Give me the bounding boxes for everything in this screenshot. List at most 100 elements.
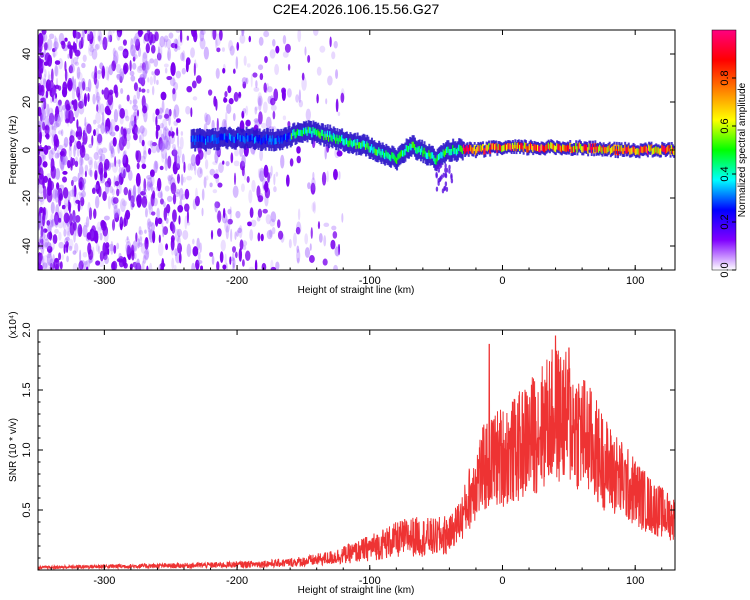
noise-speck [149, 175, 155, 187]
noise-speck [145, 246, 149, 261]
spike-speck [450, 173, 453, 179]
noise-speck [262, 208, 268, 214]
band-core [233, 136, 236, 144]
band-core [658, 148, 661, 155]
noise-speck [97, 30, 102, 41]
band-core [430, 152, 433, 159]
spike-speck [444, 181, 448, 187]
band-core [379, 149, 382, 156]
noise-speck [76, 148, 80, 157]
band-core [603, 147, 606, 154]
noise-speck [85, 216, 90, 228]
noise-speck [73, 57, 78, 65]
band-core [466, 145, 469, 152]
band-core [225, 135, 228, 142]
noise-speck [196, 237, 200, 251]
noise-speck [254, 259, 258, 270]
noise-speck [119, 68, 125, 81]
noise-speck [104, 126, 110, 135]
band-core [559, 145, 562, 152]
noise-speck [119, 216, 124, 231]
noise-speck [72, 176, 78, 183]
noise-speck [164, 126, 168, 132]
band-core [640, 146, 643, 153]
noise-speck [173, 108, 177, 120]
noise-speck [227, 85, 232, 94]
noise-speck [54, 46, 58, 52]
noise-speck [119, 129, 125, 143]
band-core [263, 135, 266, 142]
band-core [326, 130, 329, 137]
noise-speck [336, 150, 343, 157]
noise-speck [168, 32, 174, 39]
band-core [546, 143, 549, 150]
noise-speck [129, 99, 132, 105]
band-core [212, 134, 215, 141]
noise-speck [95, 43, 101, 50]
band-core [636, 148, 639, 155]
noise-speck [146, 181, 152, 191]
noise-speck [162, 225, 165, 238]
noise-speck [128, 120, 135, 131]
noise-speck [85, 266, 89, 270]
noise-speck [287, 121, 291, 128]
noise-speck [274, 63, 280, 76]
spectrogram-y-axis: -40 -20 0 20 40 [21, 29, 675, 271]
noise-speck [165, 140, 171, 151]
band-core [528, 144, 531, 151]
noise-speck [180, 52, 185, 62]
band-core [446, 146, 449, 154]
noise-speck [75, 31, 81, 40]
figure-title: C2E4.2026.106.15.56.G27 [273, 1, 440, 17]
noise-speck [47, 54, 53, 67]
noise-speck [55, 168, 61, 180]
noise-speck [248, 35, 252, 43]
noise-speck [211, 119, 215, 131]
band-core [292, 129, 295, 137]
noise-speck [312, 30, 319, 36]
noise-speck [117, 143, 121, 154]
band-core [566, 144, 569, 151]
band-core [442, 149, 445, 156]
band-core [423, 147, 426, 154]
band-core [434, 157, 437, 164]
y-tick-label: 1.0 [21, 442, 33, 457]
band-core [306, 129, 309, 136]
noise-speck [58, 241, 64, 249]
noise-speck [91, 135, 94, 146]
band-core [433, 155, 436, 162]
band-core [209, 136, 212, 143]
noise-speck [153, 58, 159, 68]
noise-speck [84, 116, 87, 128]
noise-speck [293, 232, 297, 247]
noise-speck [120, 88, 124, 94]
band-core [321, 129, 324, 137]
noise-speck [151, 190, 156, 200]
band-core [380, 151, 383, 158]
noise-speck [122, 48, 129, 59]
noise-speck [162, 127, 167, 141]
noise-speck [62, 154, 68, 166]
x-tick-label: -300 [93, 275, 115, 287]
band-core [615, 144, 618, 151]
noise-speck [38, 93, 41, 103]
band-core [620, 145, 623, 152]
noise-speck [260, 122, 267, 129]
noise-speck [39, 114, 45, 129]
noise-speck [272, 99, 275, 105]
band-core [448, 149, 451, 156]
noise-speck [229, 256, 232, 265]
noise-speck [62, 104, 66, 111]
noise-speck [72, 262, 78, 270]
noise-speck [141, 196, 148, 208]
band-core [470, 145, 473, 152]
noise-speck [332, 231, 338, 239]
spike-speck [435, 173, 438, 179]
noise-speck [236, 230, 239, 237]
band-core [525, 142, 528, 150]
band-core [455, 149, 458, 156]
noise-speck [186, 35, 190, 41]
noise-speck [94, 170, 98, 181]
noise-speck [74, 225, 77, 237]
